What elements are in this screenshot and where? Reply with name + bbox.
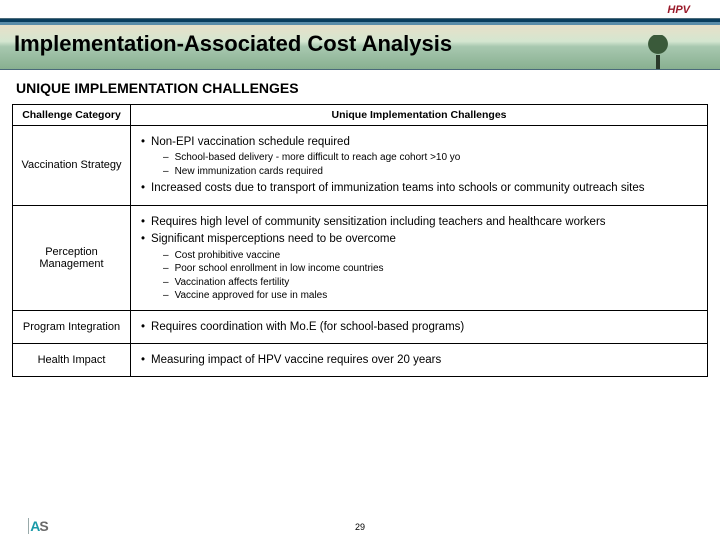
sub-bullet-item: –Vaccination affects fertility bbox=[163, 277, 697, 290]
detail-cell: • Requires high level of community sensit… bbox=[131, 205, 708, 310]
sub-bullet-text: School-based delivery - more difficult t… bbox=[175, 152, 461, 165]
bullet-text: Requires high level of community sensiti… bbox=[151, 215, 606, 229]
bullet-dot-icon: • bbox=[141, 135, 145, 149]
bullet-dot-icon: • bbox=[141, 320, 145, 334]
dash-icon: – bbox=[163, 290, 169, 303]
bullet-text: Significant misperceptions need to be ov… bbox=[151, 232, 396, 246]
category-cell: Health Impact bbox=[13, 343, 131, 376]
bullet-dot-icon: • bbox=[141, 232, 145, 246]
dash-icon: – bbox=[163, 166, 169, 179]
category-cell: Vaccination Strategy bbox=[13, 126, 131, 206]
bullet-text: Non-EPI vaccination schedule required bbox=[151, 135, 350, 149]
sub-bullet-text: Cost prohibitive vaccine bbox=[175, 250, 281, 263]
sub-bullet-item: –Poor school enrollment in low income co… bbox=[163, 263, 697, 276]
table-row: Perception Management • Requires high leve… bbox=[13, 205, 708, 310]
bullet-dot-icon: • bbox=[141, 181, 145, 195]
table-row: Health Impact • Measuring impact of HPV va… bbox=[13, 343, 708, 376]
column-header-challenges: Unique Implementation Challenges bbox=[131, 105, 708, 126]
bullet-item: • Requires high level of community sensit… bbox=[141, 215, 697, 229]
challenges-table: Challenge Category Unique Implementation… bbox=[12, 104, 708, 377]
sub-bullet-text: Vaccination affects fertility bbox=[175, 277, 290, 290]
detail-cell: • Requires coordination with Mo.E (for sc… bbox=[131, 310, 708, 343]
category-cell: Program Integration bbox=[13, 310, 131, 343]
table-header-row: Challenge Category Unique Implementation… bbox=[13, 105, 708, 126]
detail-cell: • Non-EPI vaccination schedule required –S… bbox=[131, 126, 708, 206]
dash-icon: – bbox=[163, 250, 169, 263]
dash-icon: – bbox=[163, 277, 169, 290]
page-number: 29 bbox=[0, 522, 720, 532]
sub-bullet-item: –Vaccine approved for use in males bbox=[163, 290, 697, 303]
dash-icon: – bbox=[163, 152, 169, 165]
page-title: Implementation-Associated Cost Analysis bbox=[14, 31, 452, 57]
sub-bullet-text: Vaccine approved for use in males bbox=[175, 290, 328, 303]
banner-image: Implementation-Associated Cost Analysis bbox=[0, 18, 720, 70]
corner-tag: HPV bbox=[0, 0, 720, 18]
bullet-text: Measuring impact of HPV vaccine requires… bbox=[151, 353, 441, 367]
column-header-category: Challenge Category bbox=[13, 105, 131, 126]
bullet-item: • Non-EPI vaccination schedule required bbox=[141, 135, 697, 149]
sub-bullet-item: –New immunization cards required bbox=[163, 166, 697, 179]
table-row: Vaccination Strategy • Non-EPI vaccination… bbox=[13, 126, 708, 206]
sub-bullet-item: –School-based delivery - more difficult … bbox=[163, 152, 697, 165]
table-row: Program Integration • Requires coordinatio… bbox=[13, 310, 708, 343]
sub-bullet-text: New immunization cards required bbox=[175, 166, 323, 179]
bullet-text: Requires coordination with Mo.E (for sch… bbox=[151, 320, 464, 334]
detail-cell: • Measuring impact of HPV vaccine require… bbox=[131, 343, 708, 376]
section-subtitle: UNIQUE IMPLEMENTATION CHALLENGES bbox=[0, 70, 720, 104]
bullet-dot-icon: • bbox=[141, 353, 145, 367]
bullet-item: • Significant misperceptions need to be o… bbox=[141, 232, 697, 246]
bullet-text: Increased costs due to transport of immu… bbox=[151, 181, 644, 195]
bullet-item: • Requires coordination with Mo.E (for sc… bbox=[141, 320, 697, 334]
bullet-dot-icon: • bbox=[141, 215, 145, 229]
dash-icon: – bbox=[163, 263, 169, 276]
bullet-item: • Increased costs due to transport of imm… bbox=[141, 181, 697, 195]
category-cell: Perception Management bbox=[13, 205, 131, 310]
bullet-item: • Measuring impact of HPV vaccine require… bbox=[141, 353, 697, 367]
sub-bullet-text: Poor school enrollment in low income cou… bbox=[175, 263, 384, 276]
header-region: HPV Implementation-Associated Cost Analy… bbox=[0, 0, 720, 70]
sub-bullet-item: –Cost prohibitive vaccine bbox=[163, 250, 697, 263]
